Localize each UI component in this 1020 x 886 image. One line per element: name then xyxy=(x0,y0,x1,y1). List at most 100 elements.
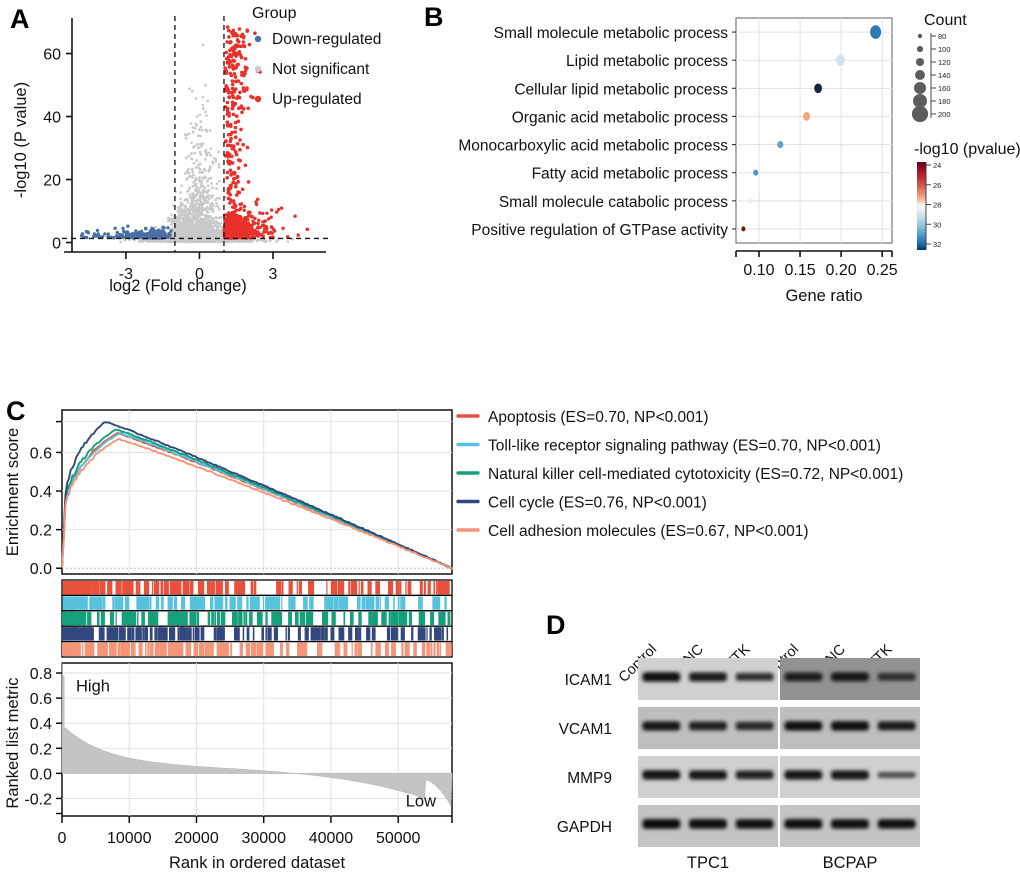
volcano-point-ns xyxy=(188,206,192,209)
volcano-point-ns xyxy=(217,208,221,211)
volcano-point-ns xyxy=(214,157,217,161)
volcano-point-ns xyxy=(291,237,295,241)
volcano-point-ns xyxy=(202,229,205,233)
volcano-point-ns xyxy=(186,216,189,219)
volcano-point-ns xyxy=(170,221,173,225)
volcano-point-down xyxy=(162,226,166,230)
volcano-point-ns xyxy=(187,208,190,211)
volcano-point-down xyxy=(115,230,120,235)
volcano-point-ns xyxy=(166,216,170,220)
volcano-point-ns xyxy=(191,184,195,188)
volcano-point-ns xyxy=(206,200,209,204)
volcano-point-ns xyxy=(211,186,214,190)
volcano-point-ns xyxy=(202,237,205,241)
volcano-point-ns xyxy=(201,188,205,192)
volcano-point-ns xyxy=(180,201,183,205)
volcano-point-ns xyxy=(198,113,202,117)
volcano-point-ns xyxy=(200,129,204,132)
volcano-point-ns xyxy=(210,196,214,199)
volcano-point-ns xyxy=(200,209,203,213)
volcano-point-up xyxy=(250,223,255,227)
volcano-point-ns xyxy=(200,213,204,216)
volcano-point-ns xyxy=(215,182,219,186)
volcano-point-ns xyxy=(205,227,209,231)
volcano-point-ns xyxy=(212,236,215,240)
volcano-point-ns xyxy=(148,240,152,243)
volcano-point-ns xyxy=(206,239,209,242)
volcano-point-ns xyxy=(286,240,290,243)
volcano-point-ns xyxy=(189,203,193,207)
volcano-point-ns xyxy=(187,226,191,230)
volcano-point-ns xyxy=(198,186,202,190)
volcano-point-ns xyxy=(194,177,198,180)
volcano-point-ns xyxy=(193,226,196,230)
volcano-point-down xyxy=(161,231,166,235)
volcano-point-ns xyxy=(206,217,209,221)
volcano-point-ns xyxy=(198,167,202,171)
volcano-point-down xyxy=(167,232,171,236)
volcano-point-ns xyxy=(217,165,221,169)
volcano-point-ns xyxy=(193,183,197,187)
volcano-point-ns xyxy=(183,209,186,213)
volcano-point-ns xyxy=(204,222,208,226)
volcano-point-ns xyxy=(201,227,205,230)
volcano-point-ns xyxy=(214,159,218,163)
volcano-point-ns xyxy=(186,220,190,223)
volcano-point-ns xyxy=(210,229,214,232)
volcano-point-ns xyxy=(205,179,209,183)
volcano-point-ns xyxy=(197,213,201,216)
volcano-point-down xyxy=(158,231,162,235)
volcano-point-ns xyxy=(203,158,207,161)
volcano-point-ns xyxy=(119,240,122,244)
volcano-point-ns xyxy=(194,97,198,100)
volcano-point-up xyxy=(267,217,271,221)
volcano-point-ns xyxy=(195,239,198,242)
volcano-point-ns xyxy=(183,206,186,210)
panel-a-letter: A xyxy=(10,4,30,34)
volcano-point-ns xyxy=(199,200,203,203)
volcano-point-down xyxy=(106,232,111,236)
volcano-point-ns xyxy=(209,153,213,157)
volcano-point-ns xyxy=(192,203,196,207)
volcano-point-ns xyxy=(211,160,214,164)
volcano-point-ns xyxy=(208,129,212,132)
volcano-point-ns xyxy=(190,239,193,242)
volcano-point-down xyxy=(150,229,155,234)
volcano-point-ns xyxy=(188,87,191,90)
volcano-point-ns xyxy=(179,233,182,236)
volcano-point-ns xyxy=(209,223,213,227)
volcano-point-ns xyxy=(269,239,272,242)
volcano-point-down xyxy=(94,234,98,238)
volcano-point-ns xyxy=(220,229,224,232)
volcano-point-ns xyxy=(184,156,188,160)
volcano-point-down xyxy=(122,229,126,234)
volcano-point-ns xyxy=(175,237,178,241)
volcano-point-ns xyxy=(195,115,199,118)
volcano-point-down xyxy=(148,235,152,239)
volcano-point-up xyxy=(224,213,228,217)
volcano-point-ns xyxy=(185,238,189,241)
volcano-point-ns xyxy=(190,157,194,161)
volcano-point-ns xyxy=(183,217,187,220)
volcano-point-ns xyxy=(192,145,195,149)
volcano-point-ns xyxy=(197,146,200,150)
volcano-point-ns xyxy=(261,239,265,243)
volcano-point-ns xyxy=(155,239,159,242)
volcano-point-ns xyxy=(200,219,204,223)
volcano-point-ns xyxy=(190,167,194,171)
volcano-point-ns xyxy=(198,207,202,210)
volcano-point-ns xyxy=(197,134,200,137)
volcano-point-ns xyxy=(215,187,218,191)
volcano-point-up xyxy=(228,212,232,216)
volcano-point-ns xyxy=(209,204,213,207)
volcano-point-ns xyxy=(201,95,205,99)
volcano-point-ns xyxy=(190,198,194,202)
volcano-point-ns xyxy=(207,234,211,238)
volcano-point-up xyxy=(262,230,266,234)
volcano-point-ns xyxy=(218,216,221,220)
volcano-point-ns xyxy=(187,132,191,136)
volcano-point-ns xyxy=(196,198,200,202)
volcano-point-ns xyxy=(211,210,215,214)
volcano-point-ns xyxy=(197,227,201,230)
